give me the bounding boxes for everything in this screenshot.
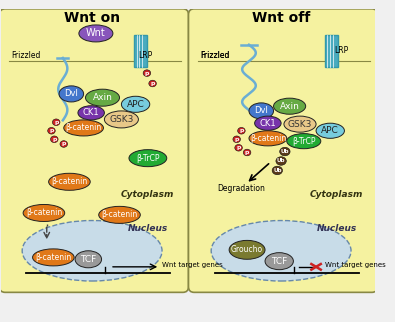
Text: GSK3: GSK3 [109,115,134,124]
Ellipse shape [48,128,55,134]
Ellipse shape [59,86,84,102]
Ellipse shape [265,253,293,270]
Ellipse shape [211,221,351,281]
Text: p: p [150,81,155,86]
Ellipse shape [51,136,58,143]
Text: Ub: Ub [280,149,289,154]
Ellipse shape [53,119,60,126]
Text: GSK3: GSK3 [288,120,312,129]
Text: Frizzled: Frizzled [200,51,229,60]
Ellipse shape [276,157,286,165]
Text: Ub: Ub [277,158,285,164]
Ellipse shape [78,106,104,120]
Ellipse shape [255,116,281,130]
Text: p: p [245,150,249,155]
Text: Cytoplasm: Cytoplasm [310,190,363,199]
Ellipse shape [79,25,113,42]
Bar [134,35,147,67]
Ellipse shape [32,249,74,266]
Ellipse shape [238,128,245,134]
Text: Wnt on: Wnt on [64,11,120,25]
Bar [325,35,338,67]
Text: LRP: LRP [334,46,348,55]
Ellipse shape [272,166,282,175]
Text: Axin: Axin [92,93,113,102]
Ellipse shape [233,136,241,143]
Text: β-catenin: β-catenin [51,177,88,186]
Ellipse shape [85,89,120,106]
Text: p: p [145,71,149,76]
Text: Wnt target genes: Wnt target genes [325,262,386,268]
Ellipse shape [229,241,265,259]
Text: β-TrCP: β-TrCP [136,154,160,163]
Text: CK1: CK1 [260,119,276,128]
Ellipse shape [104,111,138,128]
Ellipse shape [243,149,251,156]
Ellipse shape [121,96,150,112]
Ellipse shape [49,173,90,190]
Text: β-TrCP: β-TrCP [292,137,316,146]
Text: Nucleus: Nucleus [317,223,357,232]
Ellipse shape [143,70,151,76]
Text: Ub: Ub [273,168,282,173]
Text: Cytoplasm: Cytoplasm [121,190,174,199]
Text: β-catenin: β-catenin [250,134,286,143]
Text: APC: APC [127,100,145,109]
Ellipse shape [60,141,68,147]
Text: p: p [235,137,239,142]
Ellipse shape [22,221,162,281]
Text: Wnt: Wnt [86,28,106,38]
Text: β-catenin: β-catenin [26,208,62,217]
Ellipse shape [249,131,287,146]
Ellipse shape [274,98,306,114]
Text: p: p [236,145,241,150]
Ellipse shape [149,80,156,87]
Ellipse shape [287,134,321,149]
Ellipse shape [284,116,316,132]
Text: p: p [54,120,58,125]
Text: p: p [52,137,56,142]
Ellipse shape [64,120,103,136]
Ellipse shape [129,150,167,167]
Text: Dvl: Dvl [254,106,268,115]
Text: Dvl: Dvl [64,90,78,99]
Ellipse shape [23,204,65,222]
Text: p: p [62,141,66,147]
Text: TCF: TCF [80,255,96,264]
Text: Wnt target genes: Wnt target genes [162,262,223,268]
Text: CK1: CK1 [83,108,100,117]
Ellipse shape [99,206,140,223]
Text: Frizzled: Frizzled [11,51,40,60]
Text: Frizzled: Frizzled [200,51,229,60]
Ellipse shape [316,123,344,138]
Ellipse shape [280,147,290,156]
FancyBboxPatch shape [0,9,188,292]
Ellipse shape [75,251,102,268]
Text: Nucleus: Nucleus [128,223,168,232]
FancyBboxPatch shape [188,9,378,292]
Text: β-catenin: β-catenin [66,123,102,132]
Text: TCF: TCF [271,257,287,266]
Text: LRP: LRP [138,51,152,60]
Text: p: p [49,128,54,133]
Ellipse shape [249,103,274,119]
Text: p: p [239,128,244,133]
Text: Wnt off: Wnt off [252,11,310,25]
Text: β-catenin: β-catenin [102,210,137,219]
Ellipse shape [235,145,243,151]
Text: Axin: Axin [280,102,299,111]
Text: APC: APC [322,126,339,135]
Text: Degradation: Degradation [218,184,265,193]
Text: β-catenin: β-catenin [35,253,71,262]
Text: Groucho: Groucho [231,245,263,254]
